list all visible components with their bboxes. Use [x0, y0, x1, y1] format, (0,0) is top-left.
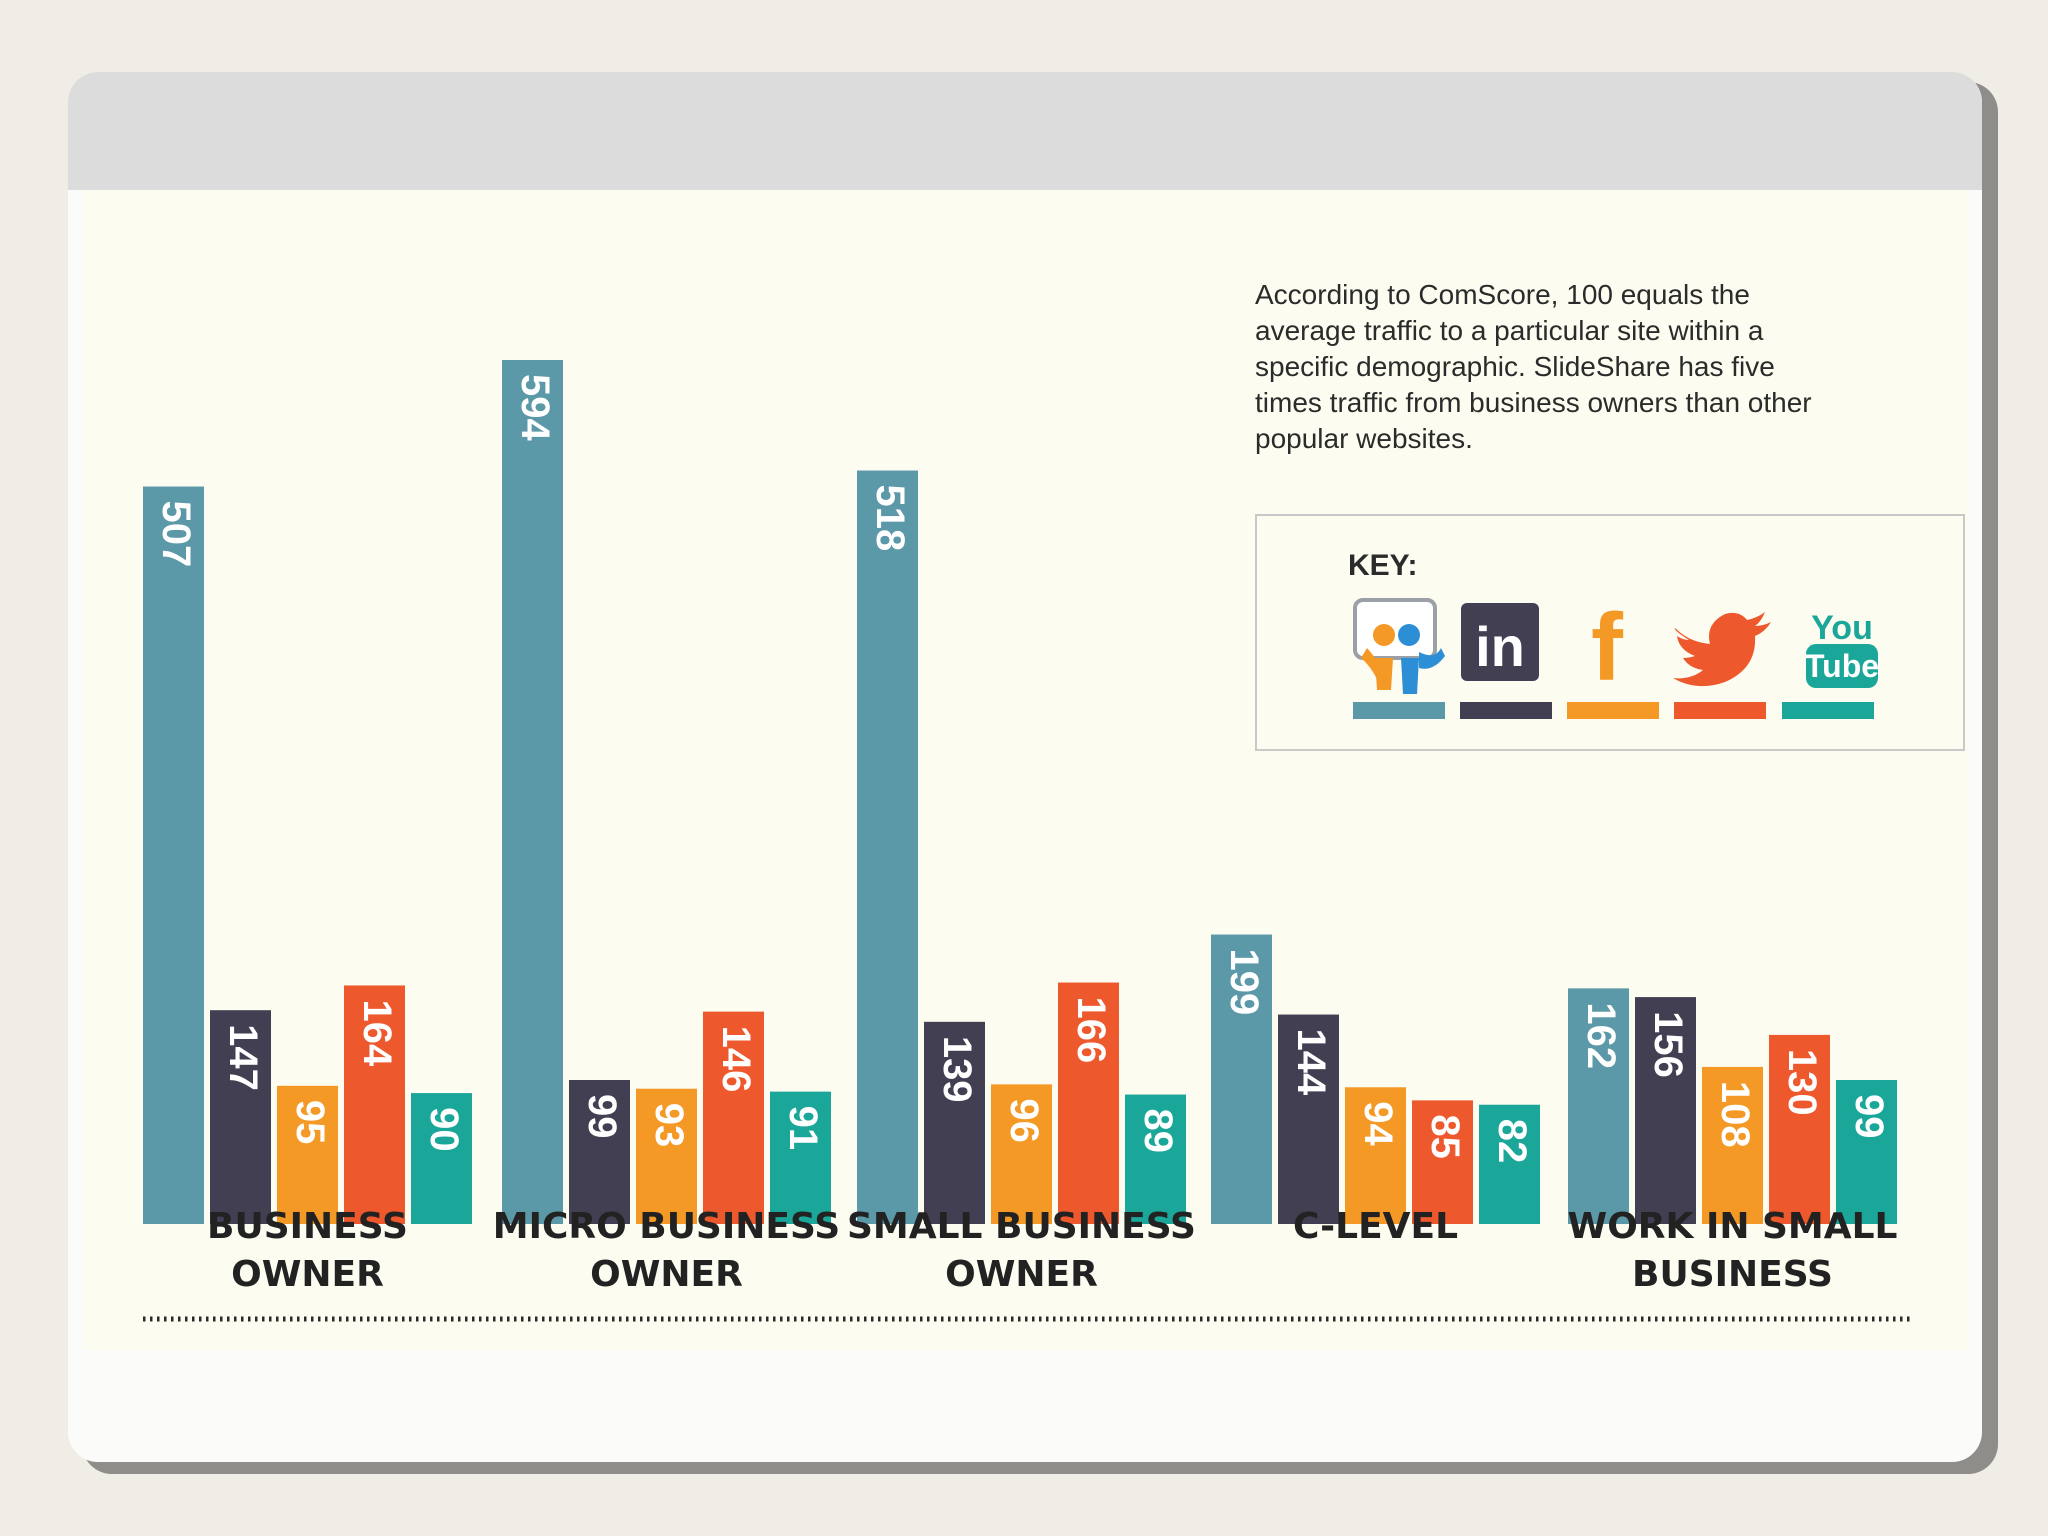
- legend-key: KEY: in f: [1255, 514, 1965, 751]
- category-label: MICRO BUSINESS: [493, 1206, 840, 1247]
- data-label: 85: [1423, 1114, 1467, 1159]
- bar-slideshare: [857, 470, 918, 1225]
- bar-linkedin: [569, 1080, 630, 1224]
- category-label: OWNER: [231, 1254, 384, 1295]
- category-label: SMALL BUSINESS: [847, 1206, 1196, 1247]
- bar-slideshare: [502, 360, 563, 1224]
- data-label: 147: [221, 1024, 265, 1091]
- bar-twitter: [703, 1011, 764, 1224]
- data-label: 94: [1356, 1101, 1400, 1146]
- youtube-glyph-top: You: [1811, 609, 1873, 647]
- note-line: specific demographic. SlideShare has fiv…: [1255, 351, 1775, 382]
- bar-youtube: [1479, 1104, 1540, 1224]
- category-label: WORK IN SMALL: [1567, 1206, 1897, 1247]
- legend-swatch-youtube: [1782, 702, 1874, 719]
- facebook-glyph: f: [1591, 594, 1624, 701]
- data-label: 90: [422, 1107, 466, 1152]
- twitter-icon: [1673, 612, 1771, 687]
- data-label: 99: [1847, 1094, 1891, 1139]
- data-label: 144: [1289, 1029, 1333, 1096]
- legend-swatch-slideshare: [1353, 702, 1445, 719]
- note-line: average traffic to a particular site wit…: [1255, 315, 1764, 346]
- data-label: 96: [1002, 1098, 1046, 1143]
- bar-youtube: [411, 1093, 472, 1224]
- data-label: 156: [1646, 1011, 1690, 1078]
- bar-facebook: [991, 1084, 1052, 1224]
- data-label: 507: [154, 501, 198, 568]
- bar-linkedin: [1278, 1014, 1339, 1224]
- youtube-glyph-bottom: Tube: [1805, 648, 1879, 684]
- category-label: OWNER: [590, 1254, 743, 1295]
- bar-slideshare: [143, 486, 204, 1225]
- data-label: 99: [580, 1094, 624, 1139]
- bar-slideshare: [1211, 934, 1272, 1224]
- category-label: BUSINESS: [1632, 1254, 1833, 1295]
- data-label: 82: [1490, 1119, 1534, 1164]
- youtube-icon: You Tube: [1805, 609, 1879, 688]
- bar-youtube: [770, 1091, 831, 1224]
- data-label: 93: [647, 1103, 691, 1148]
- slideshare-icon: [1353, 598, 1445, 694]
- data-label: 166: [1069, 997, 1113, 1064]
- category-label: C-LEVEL: [1293, 1206, 1458, 1247]
- category-label: OWNER: [945, 1254, 1098, 1295]
- note-line: times traffic from business owners than …: [1255, 387, 1812, 418]
- facebook-icon: f: [1591, 594, 1624, 701]
- bar-twitter: [344, 985, 405, 1224]
- category-label: BUSINESS: [207, 1206, 408, 1247]
- comscore-note: According to ComScore, 100 equals the av…: [1255, 279, 1812, 454]
- linkedin-icon: in: [1461, 603, 1539, 681]
- bar-linkedin: [924, 1021, 985, 1224]
- bar-group: 507 147 95 164 90 594 99 93 146 91 518 139 96 166 89 19…: [143, 360, 1897, 1225]
- bar-facebook: [1345, 1087, 1406, 1224]
- slide-header-band: [68, 72, 1982, 190]
- data-label: 139: [935, 1036, 979, 1103]
- data-label: 199: [1222, 949, 1266, 1016]
- note-line: popular websites.: [1255, 423, 1473, 454]
- bar-slideshare: [1568, 988, 1629, 1224]
- category-labels: BUSINESS OWNER MICRO BUSINESS OWNER SMALL BU…: [207, 1206, 1897, 1295]
- bar-youtube: [1836, 1080, 1897, 1224]
- data-label: 91: [781, 1106, 825, 1151]
- data-label: 594: [513, 374, 557, 441]
- bar-linkedin: [210, 1010, 271, 1224]
- legend-box: [1255, 514, 1965, 751]
- bar-facebook: [277, 1085, 338, 1224]
- note-line: According to ComScore, 100 equals the: [1255, 279, 1750, 310]
- bar-facebook: [1702, 1066, 1763, 1224]
- traffic-bar-chart: 507 147 95 164 90 594 99 93 146 91 518 139 96 166 89 19…: [143, 279, 1965, 1322]
- legend-title: KEY:: [1348, 549, 1417, 582]
- data-label: 162: [1579, 1002, 1623, 1069]
- slide-card: 507 147 95 164 90 594 99 93 146 91 518 139 96 166 89 19…: [68, 72, 1982, 1462]
- legend-swatch-facebook: [1567, 702, 1659, 719]
- data-label: 108: [1713, 1081, 1757, 1148]
- linkedin-glyph: in: [1475, 615, 1525, 678]
- bar-facebook: [636, 1088, 697, 1224]
- legend-swatch-linkedin: [1460, 702, 1552, 719]
- bar-twitter: [1412, 1100, 1473, 1224]
- bar-twitter: [1769, 1034, 1830, 1224]
- data-label: 518: [868, 485, 912, 552]
- legend-swatch-twitter: [1674, 702, 1766, 719]
- bar-linkedin: [1635, 997, 1696, 1224]
- data-label: 89: [1136, 1109, 1180, 1154]
- bar-youtube: [1125, 1094, 1186, 1224]
- data-label: 146: [714, 1026, 758, 1093]
- chart-panel: 507 147 95 164 90 594 99 93 146 91 518 139 96 166 89 19…: [85, 190, 1969, 1350]
- bar-twitter: [1058, 982, 1119, 1224]
- data-label: 164: [355, 999, 399, 1066]
- data-label: 130: [1780, 1049, 1824, 1116]
- data-label: 95: [288, 1100, 332, 1145]
